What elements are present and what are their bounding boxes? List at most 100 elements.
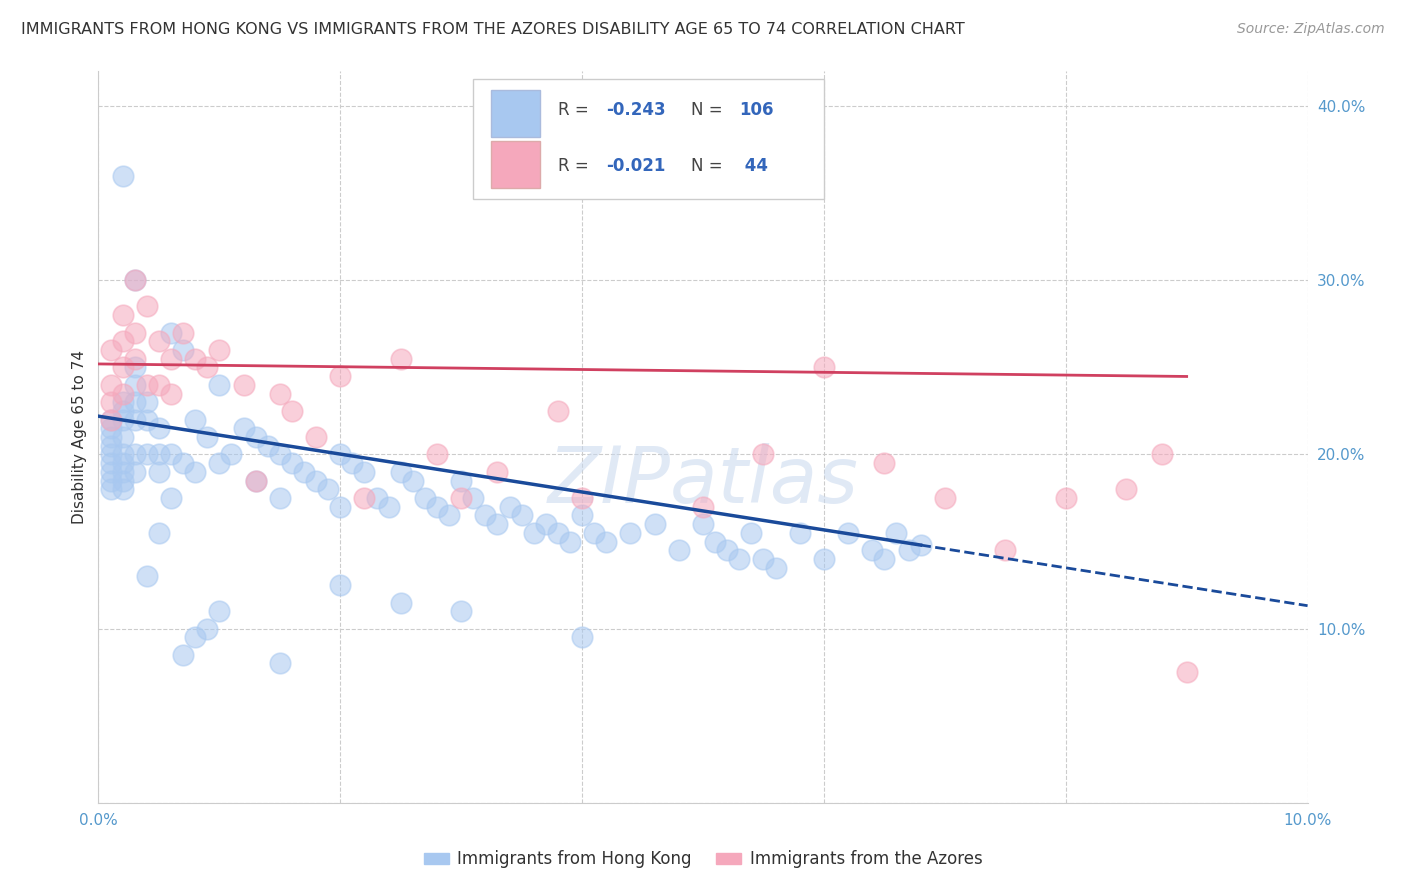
Point: [316, 483, 339, 497]
Point: [124, 273, 146, 287]
Point: [160, 491, 183, 505]
Point: [886, 525, 908, 540]
Point: [100, 465, 122, 479]
Point: [100, 456, 122, 470]
Point: [813, 360, 835, 375]
Text: 106: 106: [740, 101, 773, 120]
Point: [486, 465, 509, 479]
Point: [111, 412, 134, 426]
Point: [160, 386, 183, 401]
Point: [619, 525, 641, 540]
Point: [184, 631, 207, 645]
Point: [111, 430, 134, 444]
Point: [172, 456, 194, 470]
Point: [558, 534, 581, 549]
Point: [860, 543, 883, 558]
Point: [329, 448, 352, 462]
Point: [547, 525, 569, 540]
Point: [752, 448, 775, 462]
Point: [148, 377, 170, 392]
Point: [281, 404, 304, 418]
Point: [208, 456, 231, 470]
Point: [111, 386, 134, 401]
Point: [389, 351, 412, 366]
Point: [148, 525, 170, 540]
Point: [100, 412, 122, 426]
Point: [124, 326, 146, 340]
Point: [450, 474, 472, 488]
Point: [124, 465, 146, 479]
Point: [1115, 483, 1137, 497]
Text: N =: N =: [690, 158, 728, 176]
Point: [426, 500, 449, 514]
Point: [305, 430, 328, 444]
Point: [644, 517, 666, 532]
Point: [413, 491, 436, 505]
Point: [523, 525, 546, 540]
Point: [160, 351, 183, 366]
Text: -0.243: -0.243: [606, 101, 666, 120]
Point: [148, 421, 170, 435]
Point: [1152, 448, 1174, 462]
Point: [124, 412, 146, 426]
Point: [195, 360, 218, 375]
Point: [402, 474, 425, 488]
Point: [269, 386, 291, 401]
Point: [329, 369, 352, 384]
Point: [752, 552, 775, 566]
Bar: [492, 89, 540, 137]
Point: [486, 517, 509, 532]
Bar: [492, 141, 540, 188]
Point: [534, 517, 557, 532]
Point: [111, 169, 134, 183]
Point: [111, 404, 134, 418]
Point: [135, 395, 157, 409]
Point: [583, 525, 606, 540]
Point: [111, 448, 134, 462]
Point: [269, 657, 291, 671]
Point: [135, 412, 157, 426]
Point: [813, 552, 835, 566]
Point: [389, 465, 412, 479]
Point: [100, 483, 122, 497]
Text: R =: R =: [558, 158, 593, 176]
Point: [148, 448, 170, 462]
Point: [269, 448, 291, 462]
Point: [595, 534, 617, 549]
Text: 44: 44: [740, 158, 768, 176]
Point: [389, 595, 412, 609]
Point: [426, 448, 449, 462]
Point: [100, 421, 122, 435]
Point: [124, 377, 146, 392]
Point: [184, 351, 207, 366]
Point: [934, 491, 956, 505]
Point: [765, 560, 787, 574]
Point: [135, 448, 157, 462]
Point: [100, 343, 122, 357]
Point: [450, 491, 472, 505]
Point: [100, 395, 122, 409]
Point: [510, 508, 533, 523]
Point: [100, 430, 122, 444]
Point: [873, 456, 896, 470]
Point: [292, 465, 315, 479]
Point: [172, 648, 194, 662]
Point: [195, 622, 218, 636]
Point: [124, 360, 146, 375]
Text: -0.021: -0.021: [606, 158, 665, 176]
Point: [837, 525, 859, 540]
Point: [463, 491, 485, 505]
Point: [305, 474, 328, 488]
Point: [135, 300, 157, 314]
Point: [910, 538, 932, 552]
Point: [353, 465, 375, 479]
Point: [208, 604, 231, 618]
Point: [111, 334, 134, 349]
Point: [256, 439, 278, 453]
Point: [184, 465, 207, 479]
Point: [111, 474, 134, 488]
Text: ZIPatlas: ZIPatlas: [547, 443, 859, 519]
Point: [897, 543, 920, 558]
Point: [571, 508, 593, 523]
Point: [100, 377, 122, 392]
